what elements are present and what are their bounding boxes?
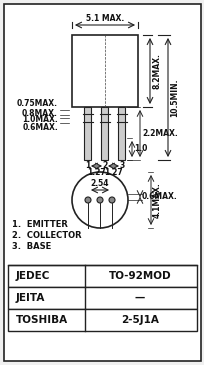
Bar xyxy=(8,309,196,331)
Text: 2.  COLLECTOR: 2. COLLECTOR xyxy=(12,231,81,240)
Bar xyxy=(118,107,125,160)
Text: 1.0MAX.: 1.0MAX. xyxy=(22,115,58,124)
Text: 1.27: 1.27 xyxy=(104,168,122,177)
Text: 0.75MAX.: 0.75MAX. xyxy=(17,99,58,108)
Text: 0.6MAX.: 0.6MAX. xyxy=(141,192,177,201)
Text: 3: 3 xyxy=(119,161,124,170)
Text: 1: 1 xyxy=(85,161,90,170)
Bar xyxy=(72,35,137,107)
Text: 8.2MAX.: 8.2MAX. xyxy=(152,53,161,89)
Text: 2.2MAX.: 2.2MAX. xyxy=(141,129,177,138)
Text: 1.  EMITTER: 1. EMITTER xyxy=(12,220,68,229)
Text: 1.0: 1.0 xyxy=(133,145,147,154)
Circle shape xyxy=(109,197,114,203)
Text: 1.27: 1.27 xyxy=(87,168,105,177)
Text: 0.6MAX.: 0.6MAX. xyxy=(22,123,58,132)
Bar xyxy=(84,107,91,160)
Text: 0.8MAX.: 0.8MAX. xyxy=(22,109,58,118)
Text: JEDEC: JEDEC xyxy=(16,271,50,281)
Text: 2.54: 2.54 xyxy=(90,179,109,188)
Text: TOSHIBA: TOSHIBA xyxy=(16,315,68,325)
Bar xyxy=(8,287,196,309)
Bar xyxy=(101,107,108,160)
Text: 5.1 MAX.: 5.1 MAX. xyxy=(85,14,123,23)
Text: 3.  BASE: 3. BASE xyxy=(12,242,51,251)
Text: 2: 2 xyxy=(102,161,107,170)
Circle shape xyxy=(85,197,91,203)
Bar xyxy=(8,265,196,287)
Text: —: — xyxy=(134,293,144,303)
Text: TO-92MOD: TO-92MOD xyxy=(108,271,171,281)
Text: JEITA: JEITA xyxy=(16,293,45,303)
Text: 4.1MAX.: 4.1MAX. xyxy=(152,182,161,218)
Circle shape xyxy=(72,172,127,228)
Circle shape xyxy=(96,197,102,203)
Text: 2-5J1A: 2-5J1A xyxy=(121,315,158,325)
Text: 10.5MIN.: 10.5MIN. xyxy=(169,78,178,117)
